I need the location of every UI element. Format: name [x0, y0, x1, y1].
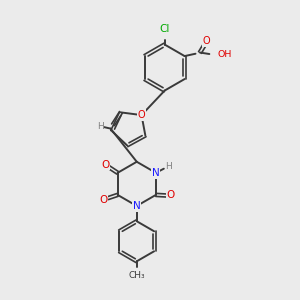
Text: CH₃: CH₃	[128, 271, 145, 280]
Text: N: N	[152, 168, 160, 178]
Text: O: O	[167, 190, 175, 200]
Text: H: H	[166, 162, 172, 171]
Text: Cl: Cl	[160, 24, 170, 34]
Text: H: H	[97, 122, 104, 131]
Text: O: O	[202, 36, 210, 46]
Text: OH: OH	[217, 50, 232, 58]
Text: O: O	[101, 160, 110, 170]
Text: O: O	[138, 110, 145, 120]
Text: O: O	[99, 195, 108, 205]
Text: N: N	[133, 201, 141, 211]
